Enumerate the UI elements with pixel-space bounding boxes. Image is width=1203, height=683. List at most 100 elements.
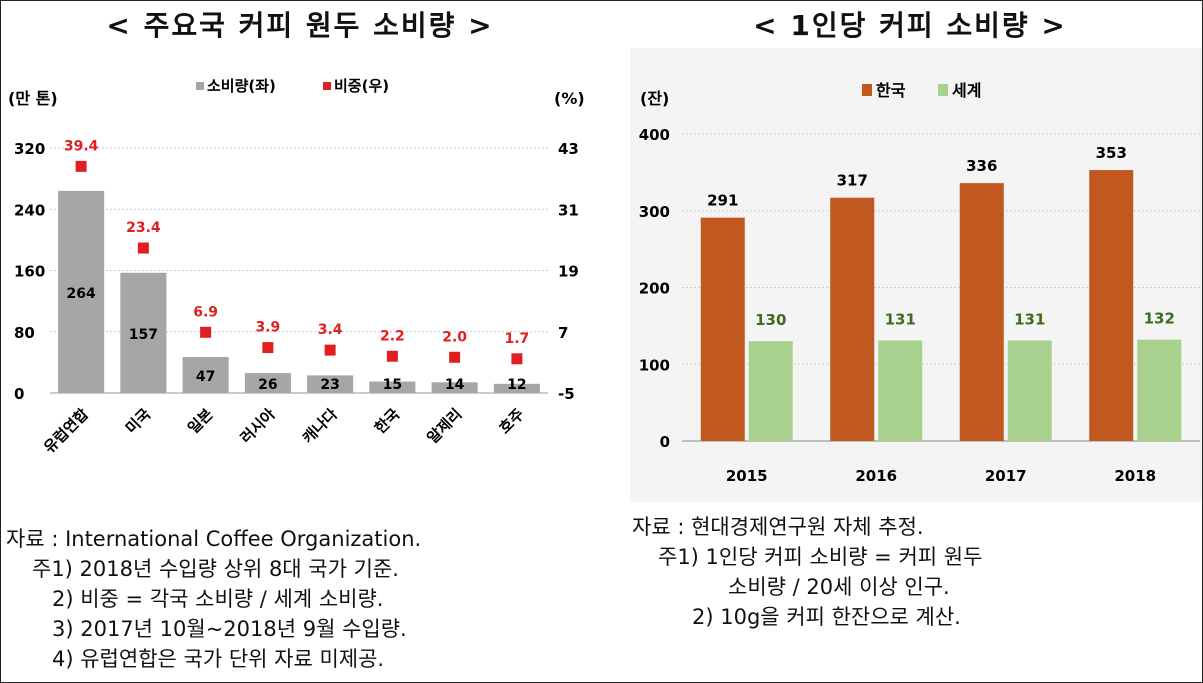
- right-y-tick-label: 100: [639, 356, 670, 374]
- right-y-tick-label: 7: [558, 324, 568, 342]
- legend-label-korea: 한국: [876, 81, 906, 100]
- bar-consumption-value-label: 26: [258, 377, 277, 393]
- left-note-source: 자료 : International Coffee Organization.: [6, 527, 422, 551]
- left-note-4: 4) 유럽연합은 국가 단위 자료 미제공.: [52, 647, 385, 671]
- bar-korea-value-label: 353: [1096, 144, 1127, 162]
- x-category-label: 2018: [1114, 467, 1156, 485]
- marker-share-value-label: 1.7: [504, 331, 529, 347]
- left-note-2: 2) 비중 = 각국 소비량 / 세계 소비량.: [52, 587, 384, 611]
- marker-share: [449, 351, 461, 363]
- bar-consumption-value-label: 15: [383, 377, 402, 393]
- x-category-label: 일본: [184, 405, 216, 437]
- marker-share: [386, 350, 398, 362]
- x-category-label: 유럽연합: [40, 405, 92, 457]
- bar-korea: [1089, 170, 1134, 441]
- left-chart: 320 240 160 80 0 43 31 19 7 -5 (만 톤) (%) 소비량(좌) 비중(우)…: [0, 48, 600, 510]
- bar-consumption-value-label: 12: [507, 377, 526, 393]
- bar-consumption: [307, 375, 354, 393]
- right-y-axis-title: (%): [554, 89, 585, 108]
- bar-consumption-value-label: 47: [196, 369, 215, 385]
- right-y-tick-label: 0: [660, 433, 670, 451]
- marker-share-value-label: 2.2: [380, 328, 405, 344]
- right-note-2: 2) 10g을 커피 한잔으로 계산.: [692, 605, 961, 629]
- x-category-label: 러시아: [237, 405, 279, 447]
- right-note-source: 자료 : 현대경제연구원 자체 추정.: [632, 515, 924, 539]
- x-category-label: 2016: [855, 467, 897, 485]
- bar-consumption-value-label: 264: [67, 286, 96, 302]
- bar-consumption: [120, 272, 167, 393]
- bar-korea-value-label: 291: [707, 192, 738, 210]
- legend-label-share: 비중(우): [334, 77, 389, 95]
- legend-label-world: 세계: [952, 81, 981, 100]
- marker-share-value-label: 3.9: [255, 320, 280, 336]
- right-chart-svg: 400 300 200 100 0 (잔) 한국 세계 291 130 2015 317 131 2016…: [639, 81, 1200, 485]
- x-category-label: 2017: [985, 467, 1027, 485]
- bar-world-value-label: 131: [1014, 310, 1045, 328]
- legend-swatch-share: [323, 82, 331, 90]
- left-y-axis-title: (만 톤): [8, 89, 58, 108]
- bar-korea: [830, 197, 875, 441]
- left-y-tick-label: 80: [14, 324, 35, 342]
- bar-world-value-label: 131: [885, 310, 916, 328]
- right-y-tick-label: 300: [639, 203, 670, 221]
- right-y-tick-label: 400: [639, 126, 670, 144]
- legend-swatch-korea: [862, 84, 872, 96]
- right-y-tick-label: 200: [639, 280, 670, 298]
- right-y-tick-label: -5: [558, 385, 575, 403]
- legend-label-consumption: 소비량(좌): [207, 77, 276, 95]
- marker-share: [137, 242, 149, 254]
- bar-world: [1007, 340, 1052, 441]
- right-chart: 400 300 200 100 0 (잔) 한국 세계 291 130 2015 317 131 2016…: [630, 48, 1202, 502]
- left-source-notes: 자료 : International Coffee Organization. …: [6, 524, 421, 674]
- marker-share: [324, 344, 336, 356]
- bar-consumption-value-label: 157: [129, 327, 158, 343]
- left-y-tick-label: 160: [14, 263, 45, 281]
- bar-consumption-value-label: 23: [320, 377, 339, 393]
- marker-share-value-label: 6.9: [193, 304, 218, 320]
- right-y-tick-label: 19: [558, 263, 579, 281]
- bar-consumption: [369, 381, 416, 393]
- bar-korea-value-label: 336: [966, 157, 997, 175]
- bar-consumption: [182, 357, 229, 393]
- x-category-label: 캐나다: [299, 405, 341, 447]
- bar-world: [748, 341, 793, 441]
- x-category-label: 알제리: [423, 405, 465, 447]
- marker-share: [200, 326, 212, 338]
- bar-world: [878, 340, 923, 441]
- marker-share-value-label: 23.4: [126, 220, 161, 236]
- bar-korea-value-label: 317: [837, 172, 868, 190]
- bar-korea: [700, 217, 745, 441]
- marker-share: [262, 342, 274, 354]
- left-chart-svg: 320 240 160 80 0 43 31 19 7 -5 (만 톤) (%) 소비량(좌) 비중(우)…: [8, 77, 585, 457]
- x-category-label: 2015: [726, 467, 768, 485]
- right-chart-title: < 1인당 커피 소비량 >: [753, 9, 1067, 42]
- bar-korea: [959, 183, 1004, 441]
- right-y-tick-label: 43: [558, 140, 579, 158]
- marker-share: [511, 353, 523, 365]
- right-source-notes: 자료 : 현대경제연구원 자체 추정. 주1) 1인당 커피 소비량 = 커피 …: [632, 512, 982, 632]
- legend-swatch-world: [938, 84, 948, 96]
- left-chart-title: < 주요국 커피 원두 소비량 >: [106, 9, 494, 42]
- x-category-label: 미국: [122, 405, 154, 437]
- legend-swatch-consumption: [196, 82, 204, 90]
- bar-consumption: [493, 383, 540, 393]
- left-y-tick-label: 240: [14, 201, 45, 219]
- marker-share-value-label: 2.0: [442, 329, 467, 345]
- bar-world-value-label: 130: [755, 311, 786, 329]
- left-note-1: 주1) 2018년 수입량 상위 8대 국가 기준.: [32, 557, 399, 581]
- bar-consumption: [58, 190, 105, 393]
- marker-share-value-label: 3.4: [318, 322, 343, 338]
- right-y-axis-title: (잔): [640, 89, 669, 108]
- bar-consumption-value-label: 14: [445, 377, 465, 393]
- bar-world-value-label: 132: [1144, 310, 1175, 328]
- right-note-1-cont: 소비량 / 20세 이상 인구.: [728, 575, 950, 599]
- left-note-3: 3) 2017년 10월~2018년 9월 수입량.: [52, 617, 407, 641]
- x-category-label: 호주: [495, 405, 527, 437]
- x-category-label: 한국: [371, 405, 403, 437]
- bar-world: [1137, 339, 1182, 441]
- left-y-tick-label: 0: [14, 385, 24, 403]
- bar-consumption: [431, 382, 478, 393]
- bar-consumption: [244, 373, 291, 393]
- marker-share-value-label: 39.4: [64, 138, 99, 154]
- right-y-tick-label: 31: [558, 201, 579, 219]
